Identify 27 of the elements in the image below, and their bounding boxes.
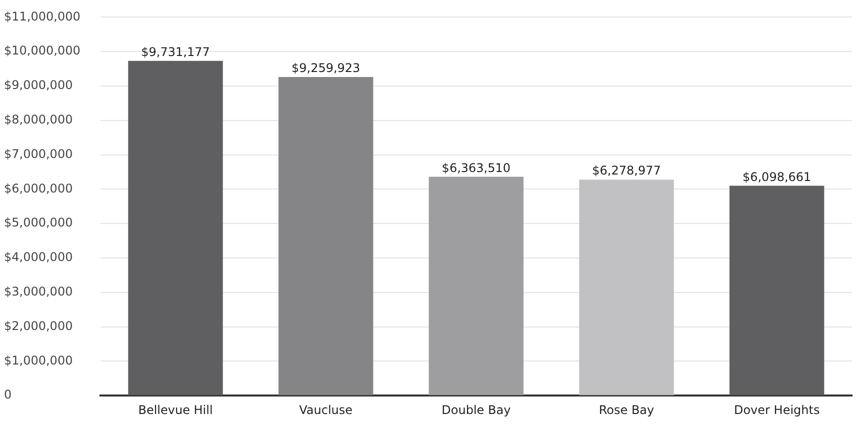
- x-tick-label: Dover Heights: [734, 402, 820, 417]
- y-tick-label: $5,000,000: [4, 216, 73, 230]
- data-label: $9,731,177: [141, 44, 210, 59]
- data-label: $6,363,510: [442, 160, 511, 175]
- y-tick-label: $8,000,000: [4, 112, 73, 127]
- y-tick-label: $10,000,000: [4, 44, 80, 58]
- y-tick-label: $6,000,000: [4, 181, 73, 196]
- y-tick-label: $3,000,000: [4, 284, 73, 299]
- y-tick-label: $7,000,000: [4, 146, 73, 161]
- data-label: $9,259,923: [291, 61, 360, 76]
- data-label: $6,098,661: [742, 170, 812, 184]
- bar: [729, 186, 824, 396]
- y-tick-label: $1,000,000: [4, 353, 73, 368]
- x-tick-label: Bellevue Hill: [138, 402, 213, 417]
- y-tick-label: $11,000,000: [4, 9, 80, 24]
- data-label: $6,278,977: [592, 164, 661, 178]
- bar: [579, 180, 674, 396]
- y-tick-label: $4,000,000: [4, 250, 73, 264]
- x-tick-label: Double Bay: [442, 402, 511, 417]
- x-tick-label: Vaucluse: [299, 402, 353, 417]
- bar: [278, 77, 374, 396]
- x-tick-label: Rose Bay: [598, 402, 654, 417]
- bar: [428, 176, 524, 396]
- bar: [128, 60, 223, 396]
- y-tick-label: $9,000,000: [4, 78, 73, 92]
- y-tick-label: $2,000,000: [4, 318, 73, 333]
- y-tick-label: 0: [4, 388, 12, 402]
